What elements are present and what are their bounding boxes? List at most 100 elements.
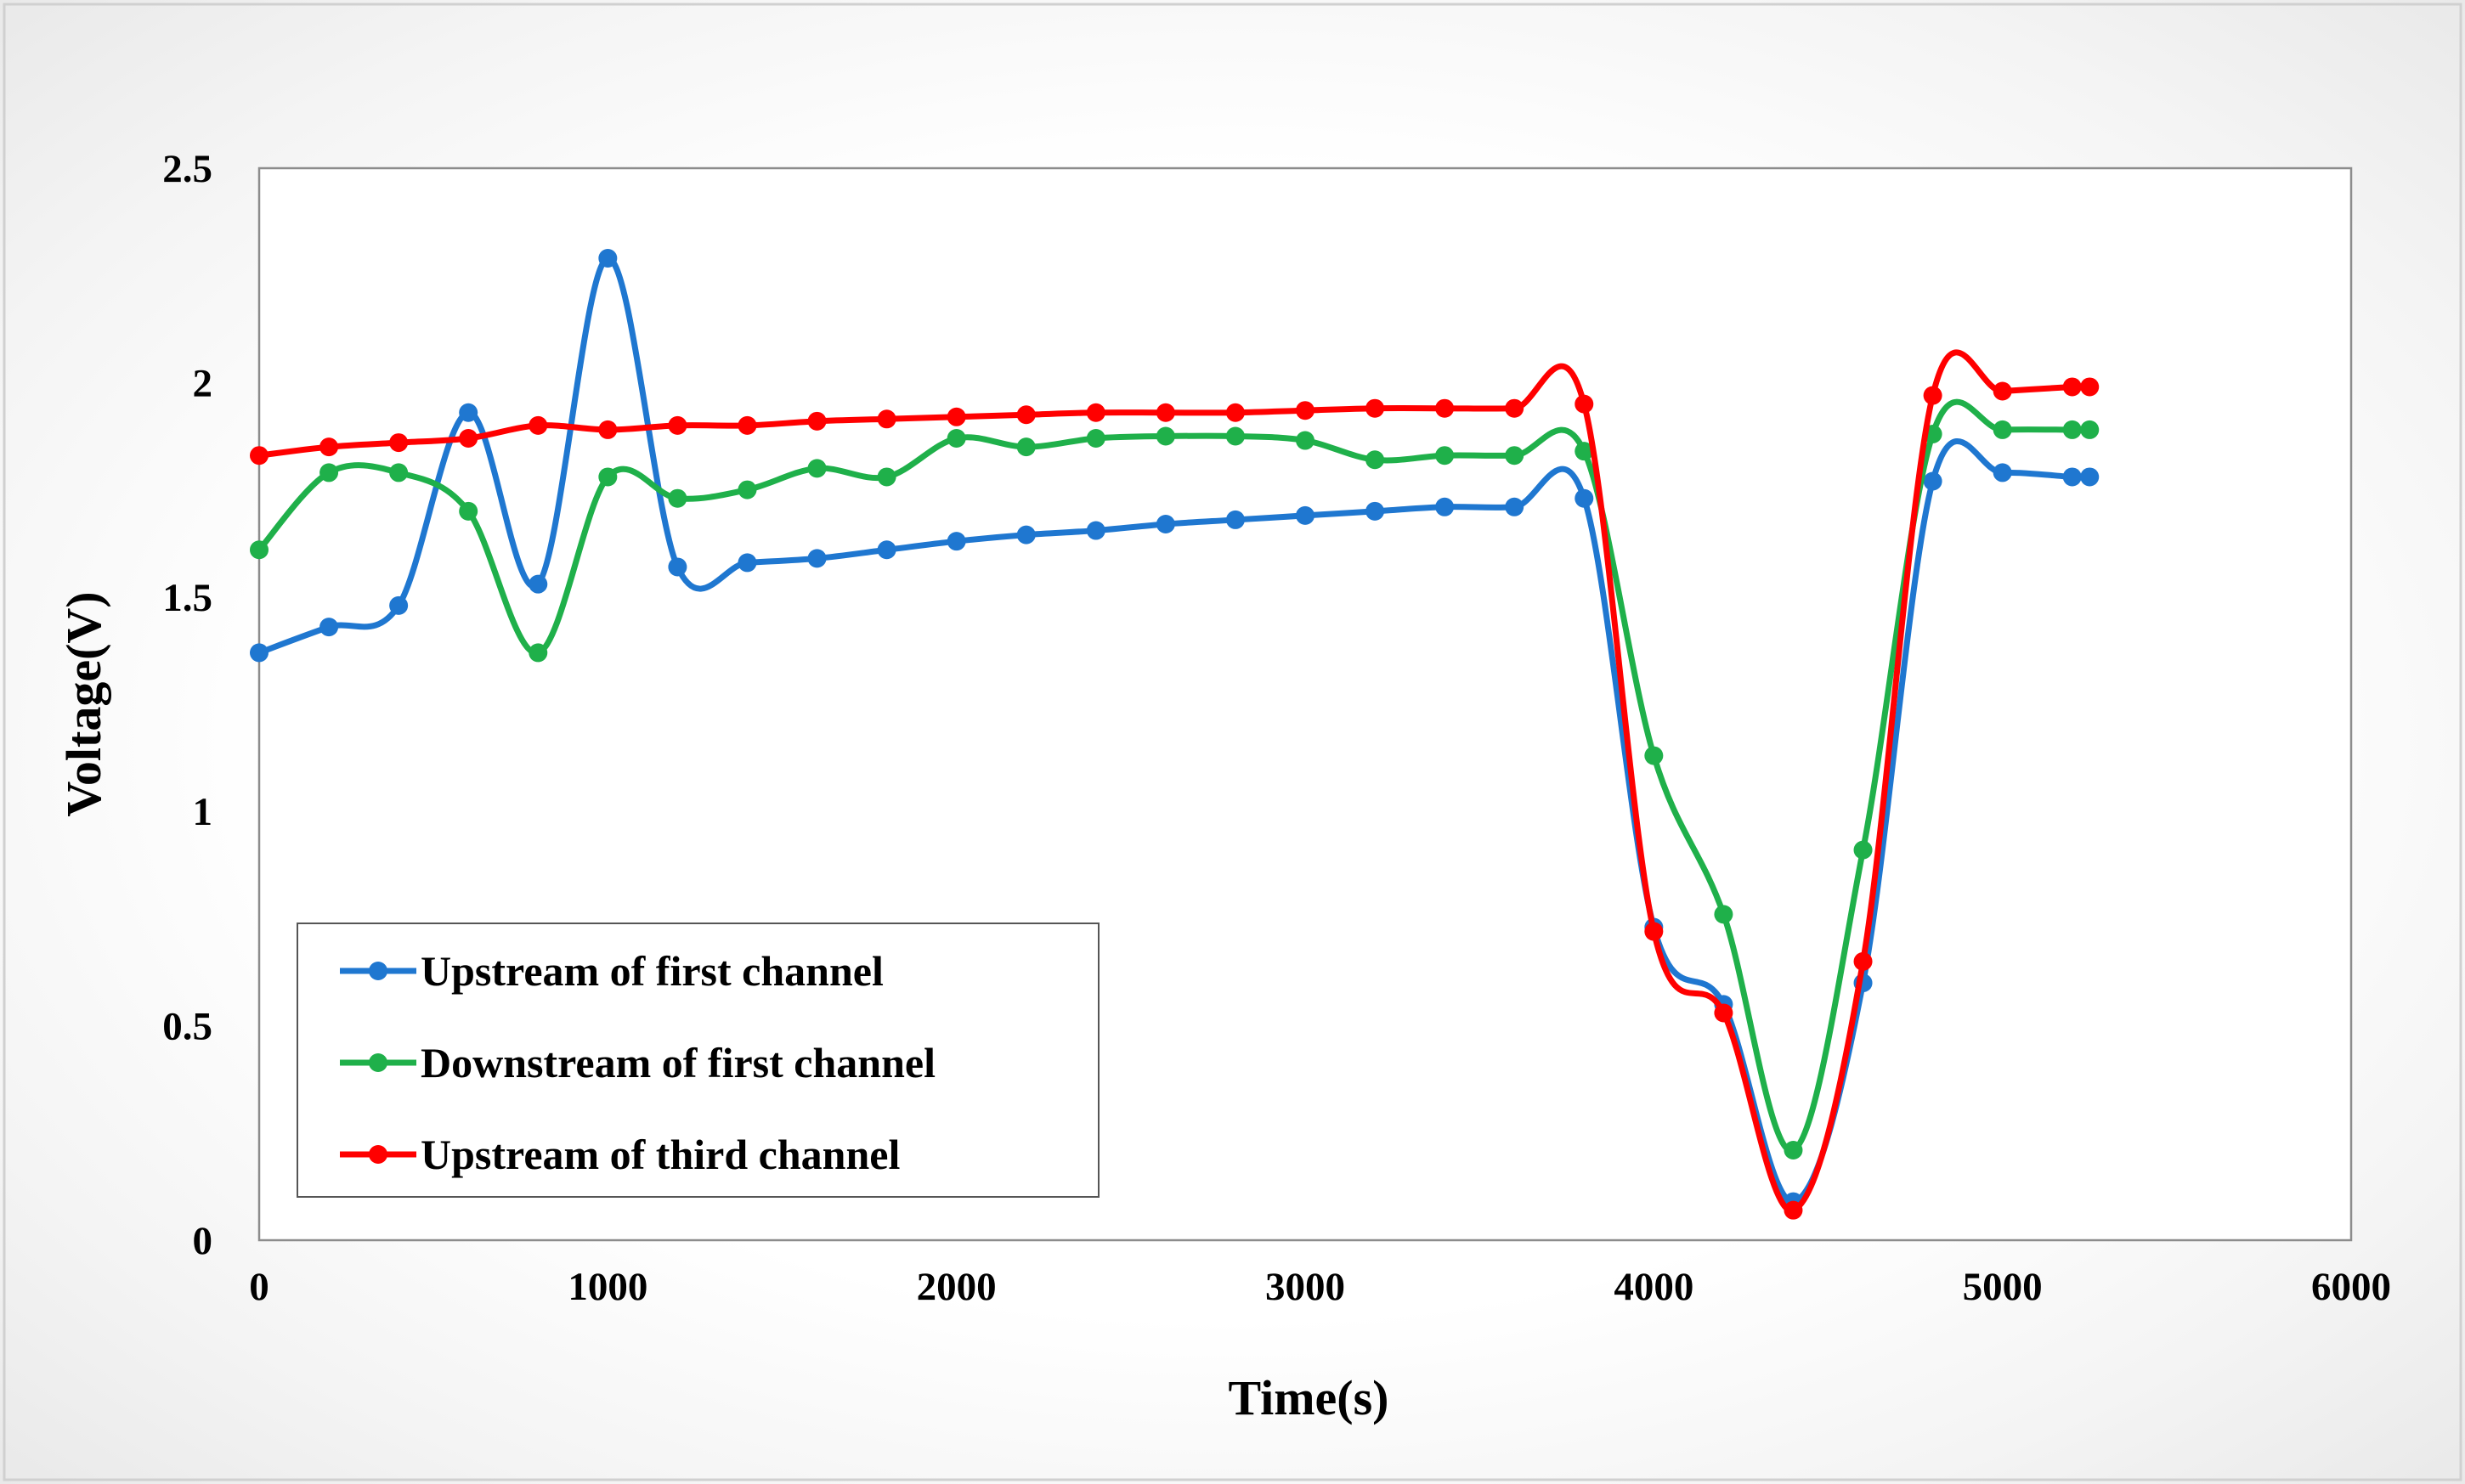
- data-point: [1575, 442, 1594, 461]
- data-point: [807, 549, 827, 568]
- data-point: [459, 429, 478, 449]
- data-point: [250, 643, 269, 663]
- data-point: [1923, 471, 1942, 491]
- data-point: [1784, 1140, 1803, 1160]
- data-point: [877, 540, 896, 560]
- series-3: [250, 349, 2100, 1220]
- legend-item: Downstream of first channel: [340, 1039, 936, 1086]
- data-point: [2080, 467, 2100, 487]
- data-point: [1993, 463, 2012, 482]
- data-point: [738, 480, 757, 499]
- outer-border: [3, 3, 2462, 1481]
- data-point: [807, 459, 827, 478]
- legend: Upstream of first channel Downstream of f…: [297, 923, 1100, 1198]
- data-point: [1784, 1200, 1803, 1220]
- data-point: [1575, 488, 1594, 508]
- data-point: [1225, 403, 1245, 422]
- data-point: [2062, 377, 2082, 397]
- data-point: [1435, 497, 1455, 516]
- legend-marker: [369, 1053, 387, 1072]
- data-point: [947, 532, 966, 551]
- x-tick-label: 3000: [1265, 1265, 1345, 1309]
- data-point: [598, 420, 618, 439]
- data-point: [1365, 501, 1385, 521]
- legend-marker: [369, 962, 387, 980]
- legend-box: [297, 923, 1100, 1198]
- data-point: [529, 643, 548, 663]
- data-point: [1225, 510, 1245, 529]
- data-point: [1365, 450, 1385, 470]
- data-point: [738, 415, 757, 435]
- data-point: [1365, 398, 1385, 418]
- data-point: [1853, 951, 1873, 971]
- y-tick-label: 2.5: [162, 147, 212, 191]
- y-tick-label: 2: [193, 361, 213, 405]
- x-tick-label: 4000: [1614, 1265, 1693, 1309]
- data-point: [1923, 386, 1942, 405]
- data-point: [1644, 746, 1664, 765]
- data-point: [1853, 840, 1873, 860]
- data-point: [1435, 446, 1455, 466]
- x-tick-label: 6000: [2311, 1265, 2391, 1309]
- legend-label: Upstream of first channel: [421, 947, 884, 995]
- data-point: [668, 415, 687, 435]
- x-tick-label: 2000: [917, 1265, 997, 1309]
- data-point: [1993, 420, 2012, 439]
- y-tick-label: 0.5: [162, 1005, 212, 1049]
- data-point: [1156, 426, 1175, 446]
- data-point: [1296, 505, 1314, 525]
- legend-label: Upstream of third channel: [421, 1131, 900, 1178]
- data-point: [1505, 398, 1524, 418]
- data-point: [1016, 525, 1036, 545]
- x-axis-title: Time(s): [1228, 1370, 1388, 1425]
- data-point: [1156, 514, 1175, 533]
- data-point: [1575, 394, 1594, 414]
- data-point: [1016, 437, 1036, 457]
- data-point: [807, 411, 827, 431]
- data-point: [389, 433, 409, 453]
- legend-marker: [369, 1145, 387, 1164]
- data-point: [1505, 497, 1524, 516]
- data-point: [2062, 420, 2082, 439]
- data-point: [1644, 922, 1664, 941]
- data-point: [319, 437, 339, 457]
- data-point: [1505, 446, 1524, 466]
- data-point: [1993, 381, 2012, 401]
- data-point: [319, 618, 339, 637]
- data-point: [947, 407, 966, 426]
- data-point: [877, 467, 896, 487]
- data-point: [1086, 429, 1105, 449]
- data-point: [2062, 467, 2082, 487]
- data-point: [1714, 905, 1733, 924]
- data-point: [1296, 401, 1314, 420]
- legend-item: Upstream of third channel: [340, 1131, 900, 1178]
- y-axis: 0 0.5 1 1.5 2 2.5: [162, 147, 212, 1263]
- data-point: [250, 446, 269, 466]
- data-point: [1016, 405, 1036, 425]
- y-tick-label: 0: [193, 1219, 213, 1263]
- y-tick-label: 1.5: [162, 576, 212, 620]
- data-point: [668, 557, 687, 577]
- data-point: [1714, 1003, 1733, 1023]
- data-point: [319, 463, 339, 482]
- data-point: [529, 415, 548, 435]
- data-point: [2080, 377, 2100, 397]
- data-point: [877, 409, 896, 429]
- data-point: [1296, 431, 1314, 450]
- data-point: [1156, 403, 1175, 422]
- data-point: [1435, 398, 1455, 418]
- data-point: [2080, 420, 2100, 439]
- series-layer: [250, 249, 2100, 1220]
- legend-item: Upstream of first channel: [340, 947, 884, 995]
- data-point: [389, 595, 409, 615]
- x-tick-label: 0: [249, 1265, 269, 1309]
- legend-label: Downstream of first channel: [421, 1039, 936, 1086]
- x-axis: 0 1000 2000 3000 4000 5000 6000: [249, 1265, 2391, 1309]
- data-point: [459, 403, 478, 422]
- data-point: [947, 429, 966, 449]
- x-tick-label: 1000: [568, 1265, 647, 1309]
- data-point: [1225, 426, 1245, 446]
- y-axis-title: Voltage(V): [56, 591, 111, 816]
